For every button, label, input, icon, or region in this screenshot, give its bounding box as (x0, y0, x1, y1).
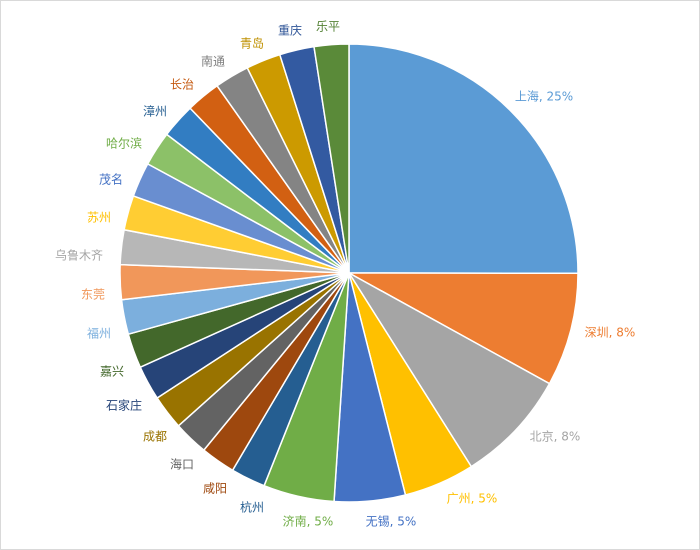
slice-label: 嘉兴 (100, 365, 124, 379)
pie-slice (348, 43, 579, 275)
slice-label: 南通 (201, 54, 225, 69)
slice-label: 成都 (143, 430, 167, 444)
slice-label: 上海, 25% (515, 89, 573, 104)
slice-label: 福州 (87, 326, 111, 341)
slice-label: 漳州 (143, 104, 167, 119)
slice-label: 哈尔滨 (106, 136, 142, 151)
slice-label: 茂名 (99, 172, 123, 187)
pie-slice (313, 43, 350, 274)
slice-label: 海口 (170, 457, 194, 472)
slice-label: 乌鲁木齐 (55, 248, 103, 263)
pie-slice (348, 272, 551, 468)
slice-label: 广州, 5% (447, 492, 498, 506)
pie-slices (119, 43, 579, 503)
slice-label: 重庆 (278, 24, 302, 38)
slice-label: 长治 (170, 78, 194, 92)
slice-label: 咸阳 (203, 482, 227, 496)
slice-label: 济南, 5% (283, 514, 334, 529)
slice-label: 石家庄 (106, 398, 142, 413)
slice-label: 深圳, 8% (585, 326, 636, 340)
slice-label: 东莞 (81, 288, 105, 302)
slice-label: 北京, 8% (530, 430, 581, 444)
pie-labels: 上海, 25% 深圳, 8% 北京, 8% 广州, 5% 无锡, 5% 济南, 5% 杭州咸… (55, 20, 635, 529)
slice-label: 杭州 (240, 500, 264, 515)
slice-label: 乐平 (316, 20, 340, 34)
slice-label: 无锡, 5% (366, 514, 417, 529)
pie-slice (348, 272, 579, 385)
slice-label: 苏州 (87, 211, 111, 225)
slice-label: 青岛 (240, 36, 264, 51)
